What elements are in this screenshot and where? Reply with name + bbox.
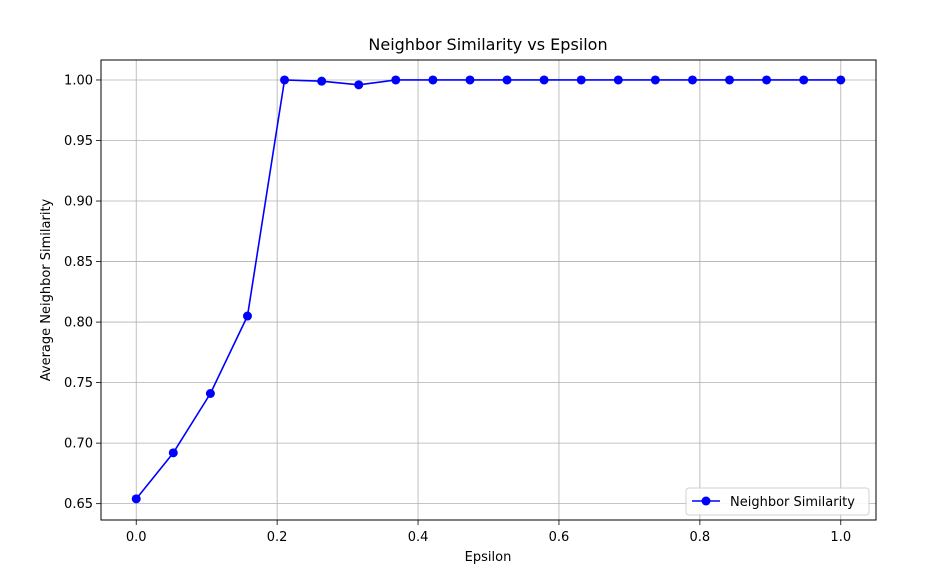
data-point <box>428 75 438 85</box>
chart-title: Neighbor Similarity vs Epsilon <box>368 35 607 54</box>
data-point <box>613 75 623 85</box>
y-tick-label: 0.75 <box>64 376 93 391</box>
y-tick-label: 0.85 <box>64 255 93 270</box>
data-point <box>725 75 735 85</box>
x-tick-label: 0.6 <box>549 530 570 545</box>
y-tick-label: 0.95 <box>64 134 93 149</box>
data-point <box>539 75 549 85</box>
x-tick-label: 0.2 <box>267 530 288 545</box>
legend: Neighbor Similarity <box>685 487 870 516</box>
x-tick-label: 0.4 <box>408 530 429 545</box>
data-point <box>576 75 586 85</box>
data-point <box>502 75 512 85</box>
x-tick-label: 0.0 <box>126 530 147 545</box>
series-layer <box>131 75 846 504</box>
data-point <box>168 448 178 458</box>
x-tick-label: 1.0 <box>830 530 851 545</box>
data-point <box>354 80 364 90</box>
y-tick-label: 0.65 <box>64 497 93 512</box>
legend-label: Neighbor Similarity <box>730 495 855 510</box>
y-axis: 0.65 0.70 0.75 0.80 0.85 0.90 0.95 1.00 <box>64 73 101 512</box>
legend-marker <box>701 496 711 506</box>
y-axis-label: Average Neighbor Similarity <box>39 198 54 381</box>
y-tick-label: 0.80 <box>64 316 93 331</box>
data-point <box>205 389 215 398</box>
data-point <box>131 494 141 504</box>
data-point <box>650 75 660 85</box>
data-point <box>465 75 475 85</box>
data-point <box>687 75 697 85</box>
data-point <box>836 75 846 85</box>
legend-box <box>685 487 870 516</box>
data-point <box>242 311 252 321</box>
data-point <box>280 75 290 85</box>
plot-frame <box>100 59 877 521</box>
series-line <box>135 79 841 500</box>
y-tick-label: 1.00 <box>64 73 93 88</box>
data-point <box>317 76 327 86</box>
y-tick-label: 0.90 <box>64 195 93 210</box>
x-axis-label: Epsilon <box>465 550 512 565</box>
data-point <box>391 75 401 85</box>
x-tick-label: 0.8 <box>690 530 711 545</box>
data-point <box>799 75 809 85</box>
x-axis: 0.0 0.2 0.4 0.6 0.8 1.0 <box>126 520 851 545</box>
y-tick-label: 0.70 <box>64 437 93 452</box>
data-point <box>762 75 772 85</box>
